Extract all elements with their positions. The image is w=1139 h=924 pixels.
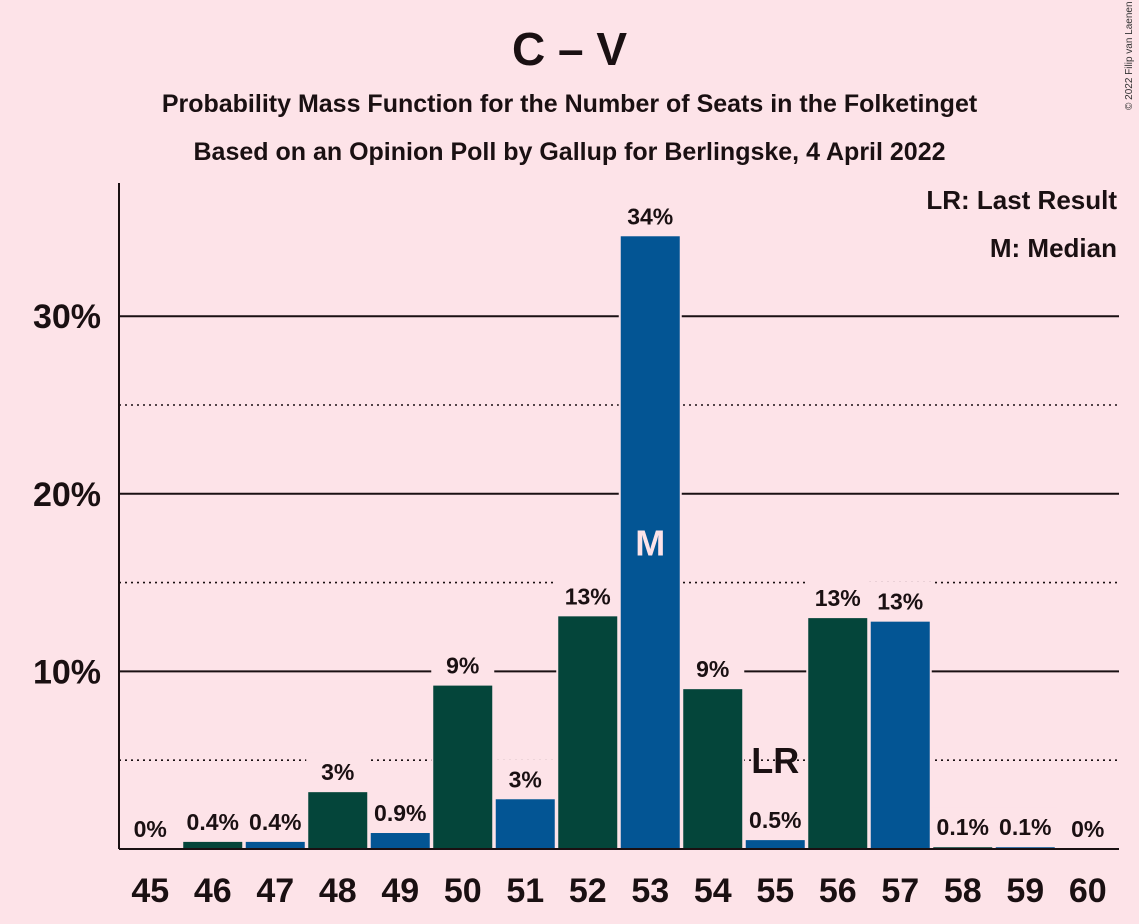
x-tick-label: 46 [194, 872, 232, 910]
label-backdrop [743, 800, 807, 841]
x-tick-label: 51 [506, 872, 544, 910]
x-tick-label: 53 [631, 872, 669, 910]
x-tick-label: 58 [944, 872, 982, 910]
label-backdrop [368, 793, 432, 834]
data-label-50: 9% [446, 653, 479, 679]
y-tick-label: 30% [33, 298, 101, 336]
data-label-51: 3% [509, 766, 542, 792]
data-label-54: 9% [696, 656, 729, 682]
data-label-49: 0.9% [374, 800, 426, 826]
x-tick-label: 50 [444, 872, 482, 910]
bar-54 [683, 689, 743, 849]
data-label-45: 0% [134, 816, 167, 842]
bar-46 [183, 841, 243, 849]
x-tick-label: 49 [381, 872, 419, 910]
bar-53 [620, 236, 680, 849]
label-backdrop [431, 645, 495, 686]
label-backdrop [1056, 809, 1120, 849]
chart-subtitle-2: Based on an Opinion Poll by Gallup for B… [193, 138, 946, 166]
bars: 0% 0.4% 0.4% 3% 0.9% 9% 3% 13% 34% 9% 0.5% 13% 13% 0.… [118, 196, 1120, 849]
bar-48 [308, 792, 368, 849]
label-backdrop [806, 578, 870, 619]
y-axis: 10% 20% 30% [33, 183, 120, 849]
bar-50 [433, 685, 493, 849]
data-label-53: 34% [627, 203, 673, 229]
bar-55 [745, 840, 805, 849]
data-label-48: 3% [321, 759, 354, 785]
label-backdrop [931, 807, 995, 848]
data-label-52: 13% [565, 583, 611, 609]
x-tick-label: 60 [1069, 872, 1107, 910]
chart-title: C – V [511, 23, 628, 75]
bar-51 [495, 799, 555, 849]
bar-56 [808, 618, 868, 849]
x-tick-label: 57 [881, 872, 919, 910]
data-label-56: 13% [815, 585, 861, 611]
x-axis: 45 46 47 48 49 50 51 52 53 54 55 56 57 58 59 60 [119, 848, 1119, 910]
y-tick-label: 10% [33, 653, 101, 691]
data-label-59: 0.1% [999, 814, 1051, 840]
median-marker: M [635, 523, 665, 564]
x-tick-label: 48 [319, 872, 357, 910]
label-backdrop [118, 809, 182, 849]
x-tick-label: 45 [131, 872, 169, 910]
label-backdrop [993, 807, 1057, 848]
bar-52 [558, 616, 618, 849]
label-backdrop [868, 581, 932, 622]
label-backdrop [681, 649, 745, 690]
bar-47 [245, 841, 305, 849]
data-label-46: 0.4% [187, 809, 239, 835]
last-result-marker: LR [751, 740, 799, 781]
chart-subtitle-1: Probability Mass Function for the Number… [161, 90, 978, 118]
x-tick-label: 47 [256, 872, 294, 910]
bar-49 [370, 833, 430, 849]
label-backdrop [618, 196, 682, 237]
legend-entry: LR: Last Result [926, 185, 1117, 215]
x-tick-label: 59 [1006, 872, 1044, 910]
data-label-47: 0.4% [249, 809, 301, 835]
data-label-55: 0.5% [749, 807, 801, 833]
legend-entry: M: Median [990, 233, 1117, 263]
x-tick-label: 56 [819, 872, 857, 910]
y-tick-label: 20% [33, 476, 101, 514]
bar-57 [870, 621, 930, 849]
x-tick-label: 55 [756, 872, 794, 910]
data-label-58: 0.1% [937, 814, 989, 840]
data-label-60: 0% [1071, 816, 1104, 842]
label-backdrop [556, 576, 620, 617]
label-backdrop [306, 752, 370, 793]
label-backdrop [493, 759, 557, 800]
x-tick-label: 54 [694, 872, 732, 910]
data-label-57: 13% [877, 589, 923, 615]
label-backdrop [181, 801, 245, 842]
legend: LR: Last Result M: Median [926, 185, 1117, 263]
x-tick-label: 52 [569, 872, 607, 910]
label-backdrop [243, 801, 307, 842]
